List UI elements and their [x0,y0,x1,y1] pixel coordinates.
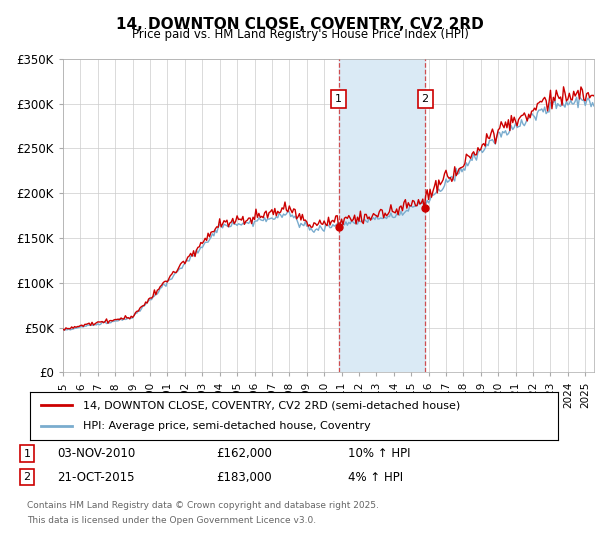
Text: 1: 1 [23,449,31,459]
Text: £162,000: £162,000 [216,447,272,460]
Text: Contains HM Land Registry data © Crown copyright and database right 2025.: Contains HM Land Registry data © Crown c… [27,501,379,510]
Text: 03-NOV-2010: 03-NOV-2010 [57,447,135,460]
Text: 14, DOWNTON CLOSE, COVENTRY, CV2 2RD (semi-detached house): 14, DOWNTON CLOSE, COVENTRY, CV2 2RD (se… [83,400,460,410]
Text: This data is licensed under the Open Government Licence v3.0.: This data is licensed under the Open Gov… [27,516,316,525]
Text: 2: 2 [422,94,428,104]
Text: HPI: Average price, semi-detached house, Coventry: HPI: Average price, semi-detached house,… [83,421,371,431]
Text: 2: 2 [23,472,31,482]
Text: £183,000: £183,000 [216,470,272,484]
Text: 10% ↑ HPI: 10% ↑ HPI [348,447,410,460]
Text: Price paid vs. HM Land Registry's House Price Index (HPI): Price paid vs. HM Land Registry's House … [131,28,469,41]
Text: 21-OCT-2015: 21-OCT-2015 [57,470,134,484]
Text: 1: 1 [335,94,342,104]
Text: 4% ↑ HPI: 4% ↑ HPI [348,470,403,484]
Text: 14, DOWNTON CLOSE, COVENTRY, CV2 2RD: 14, DOWNTON CLOSE, COVENTRY, CV2 2RD [116,17,484,32]
Bar [339,59,425,372]
